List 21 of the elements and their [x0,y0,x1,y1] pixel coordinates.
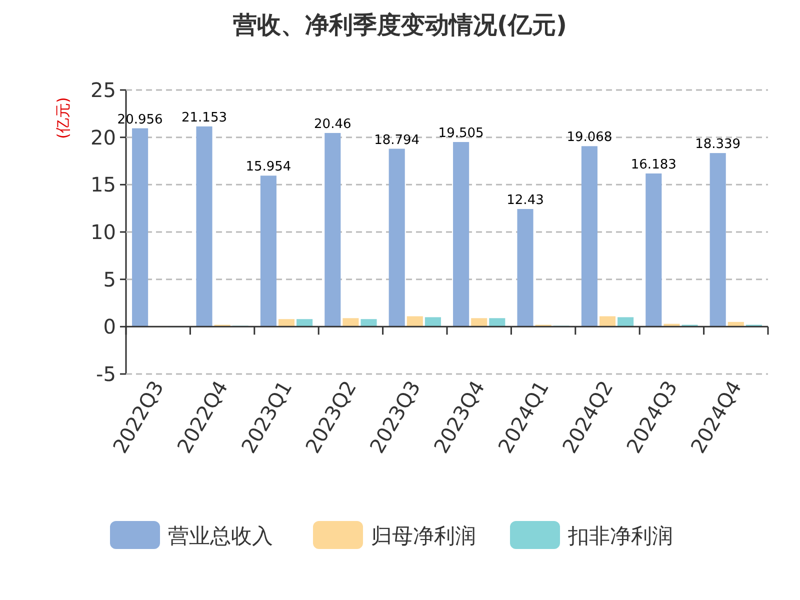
data-label: 19.068 [566,130,612,146]
y-tick-label: 25 [90,78,116,102]
y-tick-label: 10 [90,220,116,244]
legend-label: 营业总收入 [168,524,273,548]
data-label: 21.153 [182,110,227,126]
data-label: 18.794 [374,132,420,148]
y-tick-label: -5 [96,362,116,386]
data-label: 18.339 [695,137,741,152]
data-label: 20.46 [314,116,352,132]
chart-title: 营收、净利季度变动情况(亿元) [232,11,567,39]
legend-label: 扣非净利润 [567,524,673,548]
y-tick-label: 0 [103,314,116,339]
y-tick-label: 20 [90,125,116,150]
y-axis-title: (亿元) [54,97,72,139]
y-tick-label: 15 [90,172,116,197]
legend-label: 归母净利润 [371,524,476,548]
data-label: 12.43 [506,192,544,208]
data-label: 16.183 [630,157,676,172]
data-label: 15.954 [246,160,292,175]
y-tick-label: 5 [103,267,116,292]
data-label: 19.505 [438,126,484,142]
